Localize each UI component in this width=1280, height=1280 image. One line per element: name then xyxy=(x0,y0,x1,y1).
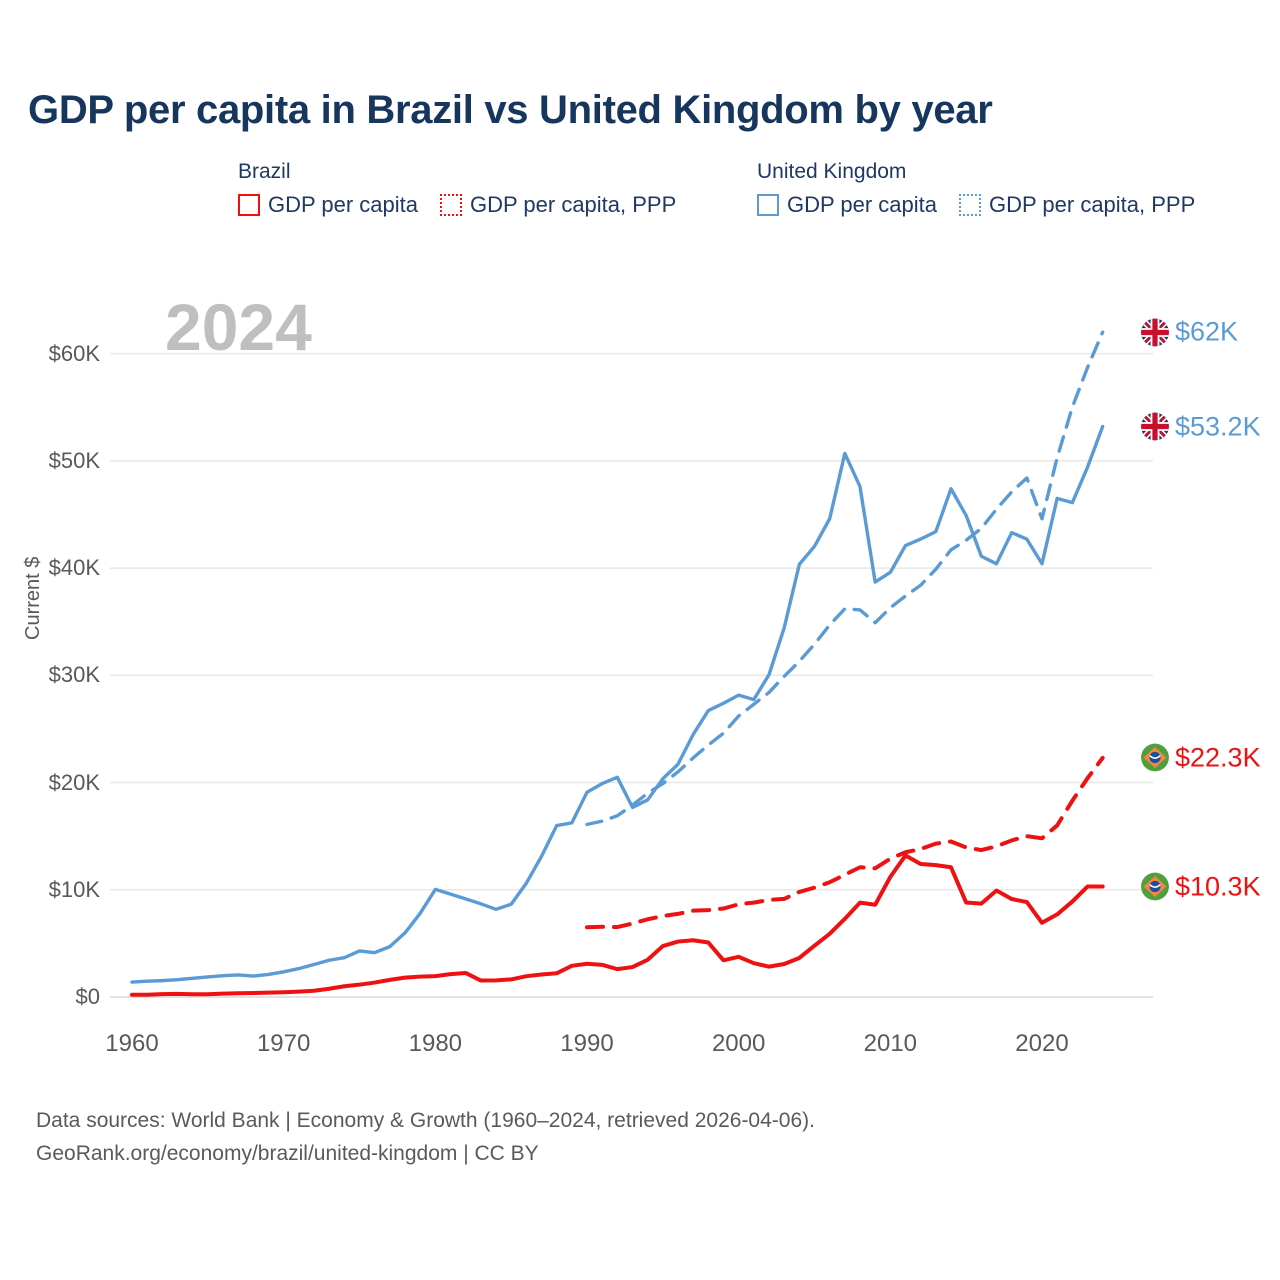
legend-label-brazil-gdp: GDP per capita xyxy=(268,192,419,217)
x-tick-label: 1990 xyxy=(560,1030,614,1057)
y-tick-label: $20K xyxy=(48,769,100,795)
y-tick-label: $30K xyxy=(48,662,100,688)
end-label-value: $22.3K xyxy=(1175,742,1261,773)
legend-group-title-united-kingdom: United Kingdom xyxy=(757,160,907,183)
series-line-1 xyxy=(585,330,1105,827)
y-tick-label: $0 xyxy=(75,984,100,1009)
legend-group-united-kingdom: United Kingdom GDP per capita GDP per ca… xyxy=(757,160,1195,218)
gridlines xyxy=(110,352,1153,998)
end-label-value: $53.2K xyxy=(1175,411,1261,442)
legend-item-brazil-gdp-ppp[interactable]: GDP per capita, PPP xyxy=(440,192,676,218)
page-title: GDP per capita in Brazil vs United Kingd… xyxy=(28,88,993,132)
brazil-flag-icon xyxy=(1141,872,1169,901)
legend-item-uk-gdp-ppp[interactable]: GDP per capita, PPP xyxy=(959,192,1195,218)
footer-line-sources: Data sources: World Bank | Economy & Gro… xyxy=(36,1109,815,1132)
legend-group-title-brazil: Brazil xyxy=(238,160,291,183)
end-label-uk-nominal: $53.2K xyxy=(1141,411,1261,442)
legend-label-brazil-gdp-ppp: GDP per capita, PPP xyxy=(470,192,677,217)
x-tick-label: 2010 xyxy=(863,1030,918,1057)
end-label-value: $10.3K xyxy=(1175,871,1261,902)
footer: Data sources: World Bank | Economy & Gro… xyxy=(36,1105,815,1170)
legend-item-uk-gdp[interactable]: GDP per capita xyxy=(757,192,937,218)
series-line-2 xyxy=(130,853,1105,997)
x-tick-label: 1960 xyxy=(105,1030,159,1057)
footer-line-attribution[interactable]: GeoRank.org/economy/brazil/united-kingdo… xyxy=(36,1141,539,1165)
series-line-3 xyxy=(585,755,1105,930)
end-label-uk-ppp: $62K xyxy=(1141,317,1238,348)
y-tick-label: $10K xyxy=(48,876,100,902)
series-lines xyxy=(130,330,1105,997)
x-tick-label: 1970 xyxy=(256,1030,311,1057)
united-kingdom-flag-icon xyxy=(1141,412,1169,441)
chart-legend: Brazil GDP per capita GDP per capita, PP… xyxy=(0,160,1280,240)
legend-swatch-solid-icon xyxy=(757,194,779,216)
legend-label-uk-gdp-ppp: GDP per capita, PPP xyxy=(989,192,1196,217)
y-tick-label: $50K xyxy=(48,447,100,473)
united-kingdom-flag-icon xyxy=(1141,318,1169,347)
x-tick-label: 2000 xyxy=(711,1030,766,1057)
legend-swatch-dotted-icon xyxy=(440,194,463,216)
series-line-0 xyxy=(130,424,1105,984)
legend-swatch-dotted-icon xyxy=(959,194,982,216)
legend-item-brazil-gdp[interactable]: GDP per capita xyxy=(238,192,418,218)
end-label-brazil-ppp: $22.3K xyxy=(1141,742,1261,773)
y-tick-label: $60K xyxy=(48,340,100,366)
y-tick-label: $40K xyxy=(48,555,100,581)
legend-label-uk-gdp: GDP per capita xyxy=(787,192,938,217)
end-label-brazil-nominal: $10.3K xyxy=(1141,871,1261,902)
watermark-year: 2024 xyxy=(165,290,312,364)
end-label-value: $62K xyxy=(1175,316,1239,347)
legend-group-brazil: Brazil GDP per capita GDP per capita, PP… xyxy=(238,160,676,218)
brazil-flag-icon xyxy=(1141,743,1169,772)
legend-swatch-solid-icon xyxy=(238,194,260,216)
x-tick-label: 1980 xyxy=(408,1030,463,1057)
x-tick-label: 2020 xyxy=(1015,1030,1069,1057)
